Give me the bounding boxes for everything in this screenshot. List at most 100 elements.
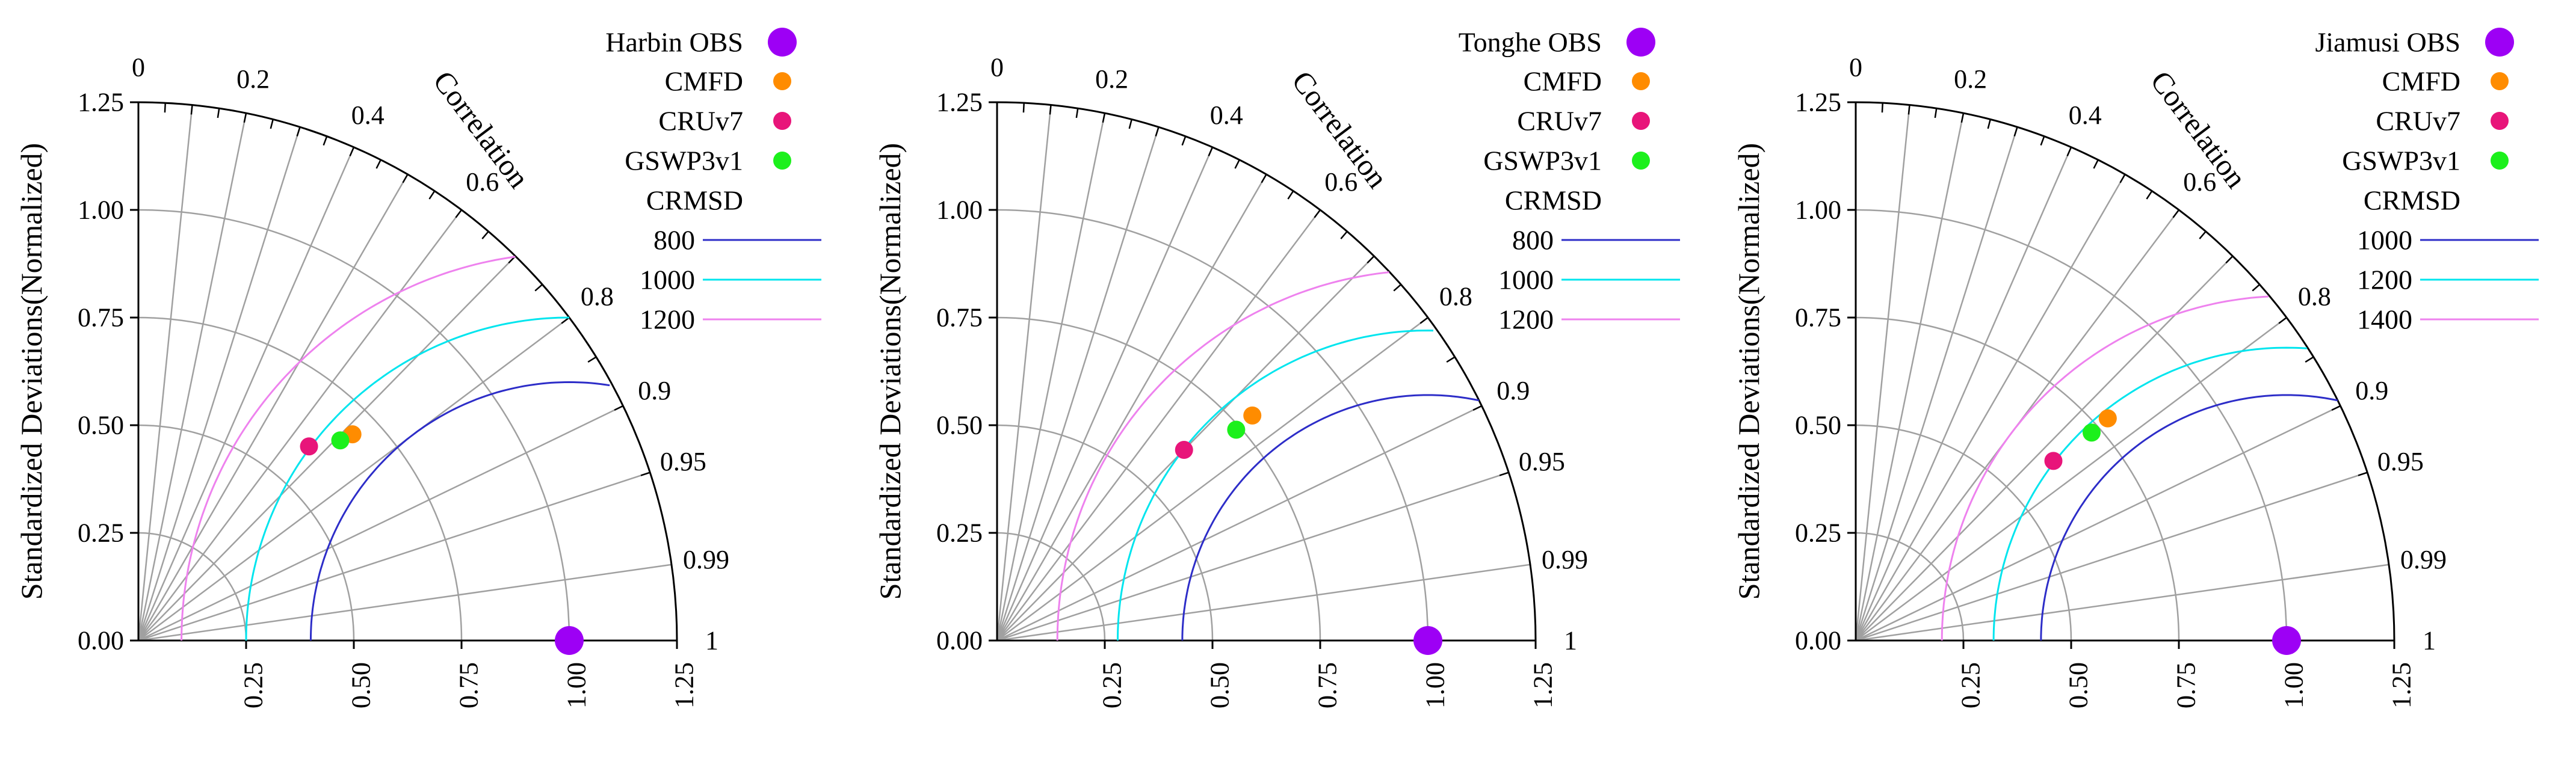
y-tick-label: 1.25 xyxy=(936,88,983,117)
correlation-grid-line xyxy=(996,147,1214,641)
correlation-grid-line xyxy=(138,405,624,642)
crmsd-contour-1400 xyxy=(1941,295,2269,641)
x-tick-label: 1.00 xyxy=(2279,662,2309,708)
correlation-grid-line xyxy=(138,209,462,641)
correlation-grid-line xyxy=(1855,317,2287,641)
y-tick-label: 1.25 xyxy=(78,88,124,117)
y-tick-label: 1.00 xyxy=(1795,195,1841,225)
correlation-grid-line xyxy=(1855,174,2126,641)
y-tick-label: 0.75 xyxy=(1795,303,1841,333)
correlation-minor-tick xyxy=(640,472,650,476)
reference-point xyxy=(1413,626,1442,655)
std-grid-arc xyxy=(138,532,247,641)
correlation-minor-tick xyxy=(2225,255,2234,264)
correlation-grid-line xyxy=(137,147,355,641)
correlation-tick-label: 0.4 xyxy=(1210,100,1243,130)
correlation-grid-line xyxy=(138,317,570,641)
legend-marker-model xyxy=(2491,72,2509,90)
std-grid-arc xyxy=(138,424,355,641)
correlation-minor-tick xyxy=(1234,159,1240,169)
legend-label-model: CRUv7 xyxy=(1517,106,1602,137)
legend-crmsd-label: 1200 xyxy=(640,304,695,335)
correlation-minor-tick xyxy=(1049,105,1052,115)
legend-label-model: CMFD xyxy=(1524,66,1602,97)
y-tick-label: 0.25 xyxy=(1795,518,1841,548)
legend-marker-reference xyxy=(768,28,797,57)
taylor-panel-harbin: 0 0.2 0.4 0.6 0.8 0.9 0.95 0.99 1 0.00 0.25 0.50 0.7… xyxy=(0,0,859,759)
std-grid-arc xyxy=(1855,209,2288,641)
correlation-tick-label: 0 xyxy=(1849,53,1862,82)
legend-label-reference: Tonghe OBS xyxy=(1459,27,1602,58)
legend-marker-model xyxy=(1632,152,1650,170)
correlation-minor-tick xyxy=(1155,126,1160,137)
correlation-minor-tick xyxy=(1987,119,1991,129)
correlation-minor-tick xyxy=(217,108,220,118)
correlation-grid-line xyxy=(1855,472,2368,642)
correlation-tick-label: 0.99 xyxy=(1542,545,1588,574)
correlation-tick-label: 0.99 xyxy=(683,545,729,574)
correlation-minor-tick xyxy=(1472,405,1483,411)
y-tick-label: 1.00 xyxy=(936,195,983,225)
correlation-minor-tick xyxy=(1128,119,1132,129)
legend-crmsd-label: 800 xyxy=(653,225,695,256)
y-tick-label: 0.25 xyxy=(936,518,983,548)
x-tick-label: 0.75 xyxy=(454,662,484,708)
correlation-tick-label: 0 xyxy=(132,53,145,82)
x-tick-label: 0.50 xyxy=(1205,662,1235,708)
correlation-tick-label: 0.95 xyxy=(1519,447,1565,476)
y-axis-title: Standardized Deviations(Normalized) xyxy=(1732,143,1765,600)
taylor-diagram-tonghe: 0 0.2 0.4 0.6 0.8 0.9 0.95 0.99 1 0.00 0.25 0.50 0.7… xyxy=(873,27,1680,708)
y-axis-title: Standardized Deviations(Normalized) xyxy=(873,143,907,600)
taylor-diagram-jiamusi: 0 0.2 0.4 0.6 0.8 0.9 0.95 0.99 1 0.00 0.25 0.50 0.7… xyxy=(1732,27,2539,708)
correlation-tick-label: 0.4 xyxy=(2069,100,2102,130)
correlation-tick-label: 0.99 xyxy=(2400,545,2447,574)
correlation-tick-label: 0.8 xyxy=(1439,282,1472,312)
correlation-minor-tick xyxy=(1960,112,1965,123)
correlation-minor-tick xyxy=(296,126,301,137)
legend-label-model: GSWP3v1 xyxy=(2342,146,2460,176)
legend-label-model: GSWP3v1 xyxy=(1483,146,1602,176)
correlation-tick-label: 1 xyxy=(2423,626,2436,656)
reference-point xyxy=(2272,626,2301,655)
x-tick-label: 0.75 xyxy=(2172,662,2201,708)
correlation-grid-line xyxy=(996,174,1267,641)
correlation-grid-line xyxy=(138,255,516,641)
correlation-tick-label: 0.95 xyxy=(660,447,706,476)
correlation-tick-label: 0.8 xyxy=(581,282,614,312)
legend-label-model: GSWP3v1 xyxy=(625,146,743,176)
correlation-grid-line xyxy=(1855,564,2389,642)
correlation-grid-line xyxy=(137,126,301,641)
model-point-gswp3v1 xyxy=(2083,423,2101,442)
x-tick-label: 0.50 xyxy=(2064,662,2093,708)
correlation-grid-line xyxy=(996,209,1321,641)
legend-crmsd-label: 1000 xyxy=(640,265,695,295)
correlation-minor-tick xyxy=(1075,108,1079,118)
correlation-minor-tick xyxy=(1102,112,1106,123)
correlation-tick-label: 0.6 xyxy=(1324,167,1357,197)
correlation-minor-tick xyxy=(1208,147,1214,156)
y-tick-label: 0.25 xyxy=(78,518,124,548)
correlation-minor-tick xyxy=(1881,103,1883,113)
correlation-minor-tick xyxy=(2013,126,2018,137)
x-tick-label: 0.25 xyxy=(239,662,268,708)
y-axis-title: Standardized Deviations(Normalized) xyxy=(14,143,48,600)
correlation-grid-line xyxy=(996,126,1160,641)
correlation-minor-tick xyxy=(243,112,247,123)
correlation-minor-tick xyxy=(2199,231,2207,239)
legend-label-model: CRUv7 xyxy=(658,106,743,137)
std-grid-arc xyxy=(138,316,463,641)
x-tick-label: 1.25 xyxy=(2387,662,2417,708)
model-point-cruv7 xyxy=(2044,452,2063,470)
correlation-grid-line xyxy=(996,564,1531,642)
y-tick-label: 0.00 xyxy=(936,626,983,656)
outer-std-arc xyxy=(138,101,678,641)
y-tick-label: 0.00 xyxy=(78,626,124,656)
correlation-tick-label: 1 xyxy=(1564,626,1577,656)
taylor-diagram-harbin: 0 0.2 0.4 0.6 0.8 0.9 0.95 0.99 1 0.00 0.25 0.50 0.7… xyxy=(14,27,821,708)
legend-marker-model xyxy=(773,72,791,90)
crmsd-contour-1000 xyxy=(1117,329,1434,641)
correlation-minor-tick xyxy=(1314,209,1321,218)
correlation-tick-label: 0.9 xyxy=(1496,376,1530,405)
taylor-panel-jiamusi: 0 0.2 0.4 0.6 0.8 0.9 0.95 0.99 1 0.00 0.25 0.50 0.7… xyxy=(1717,0,2576,759)
